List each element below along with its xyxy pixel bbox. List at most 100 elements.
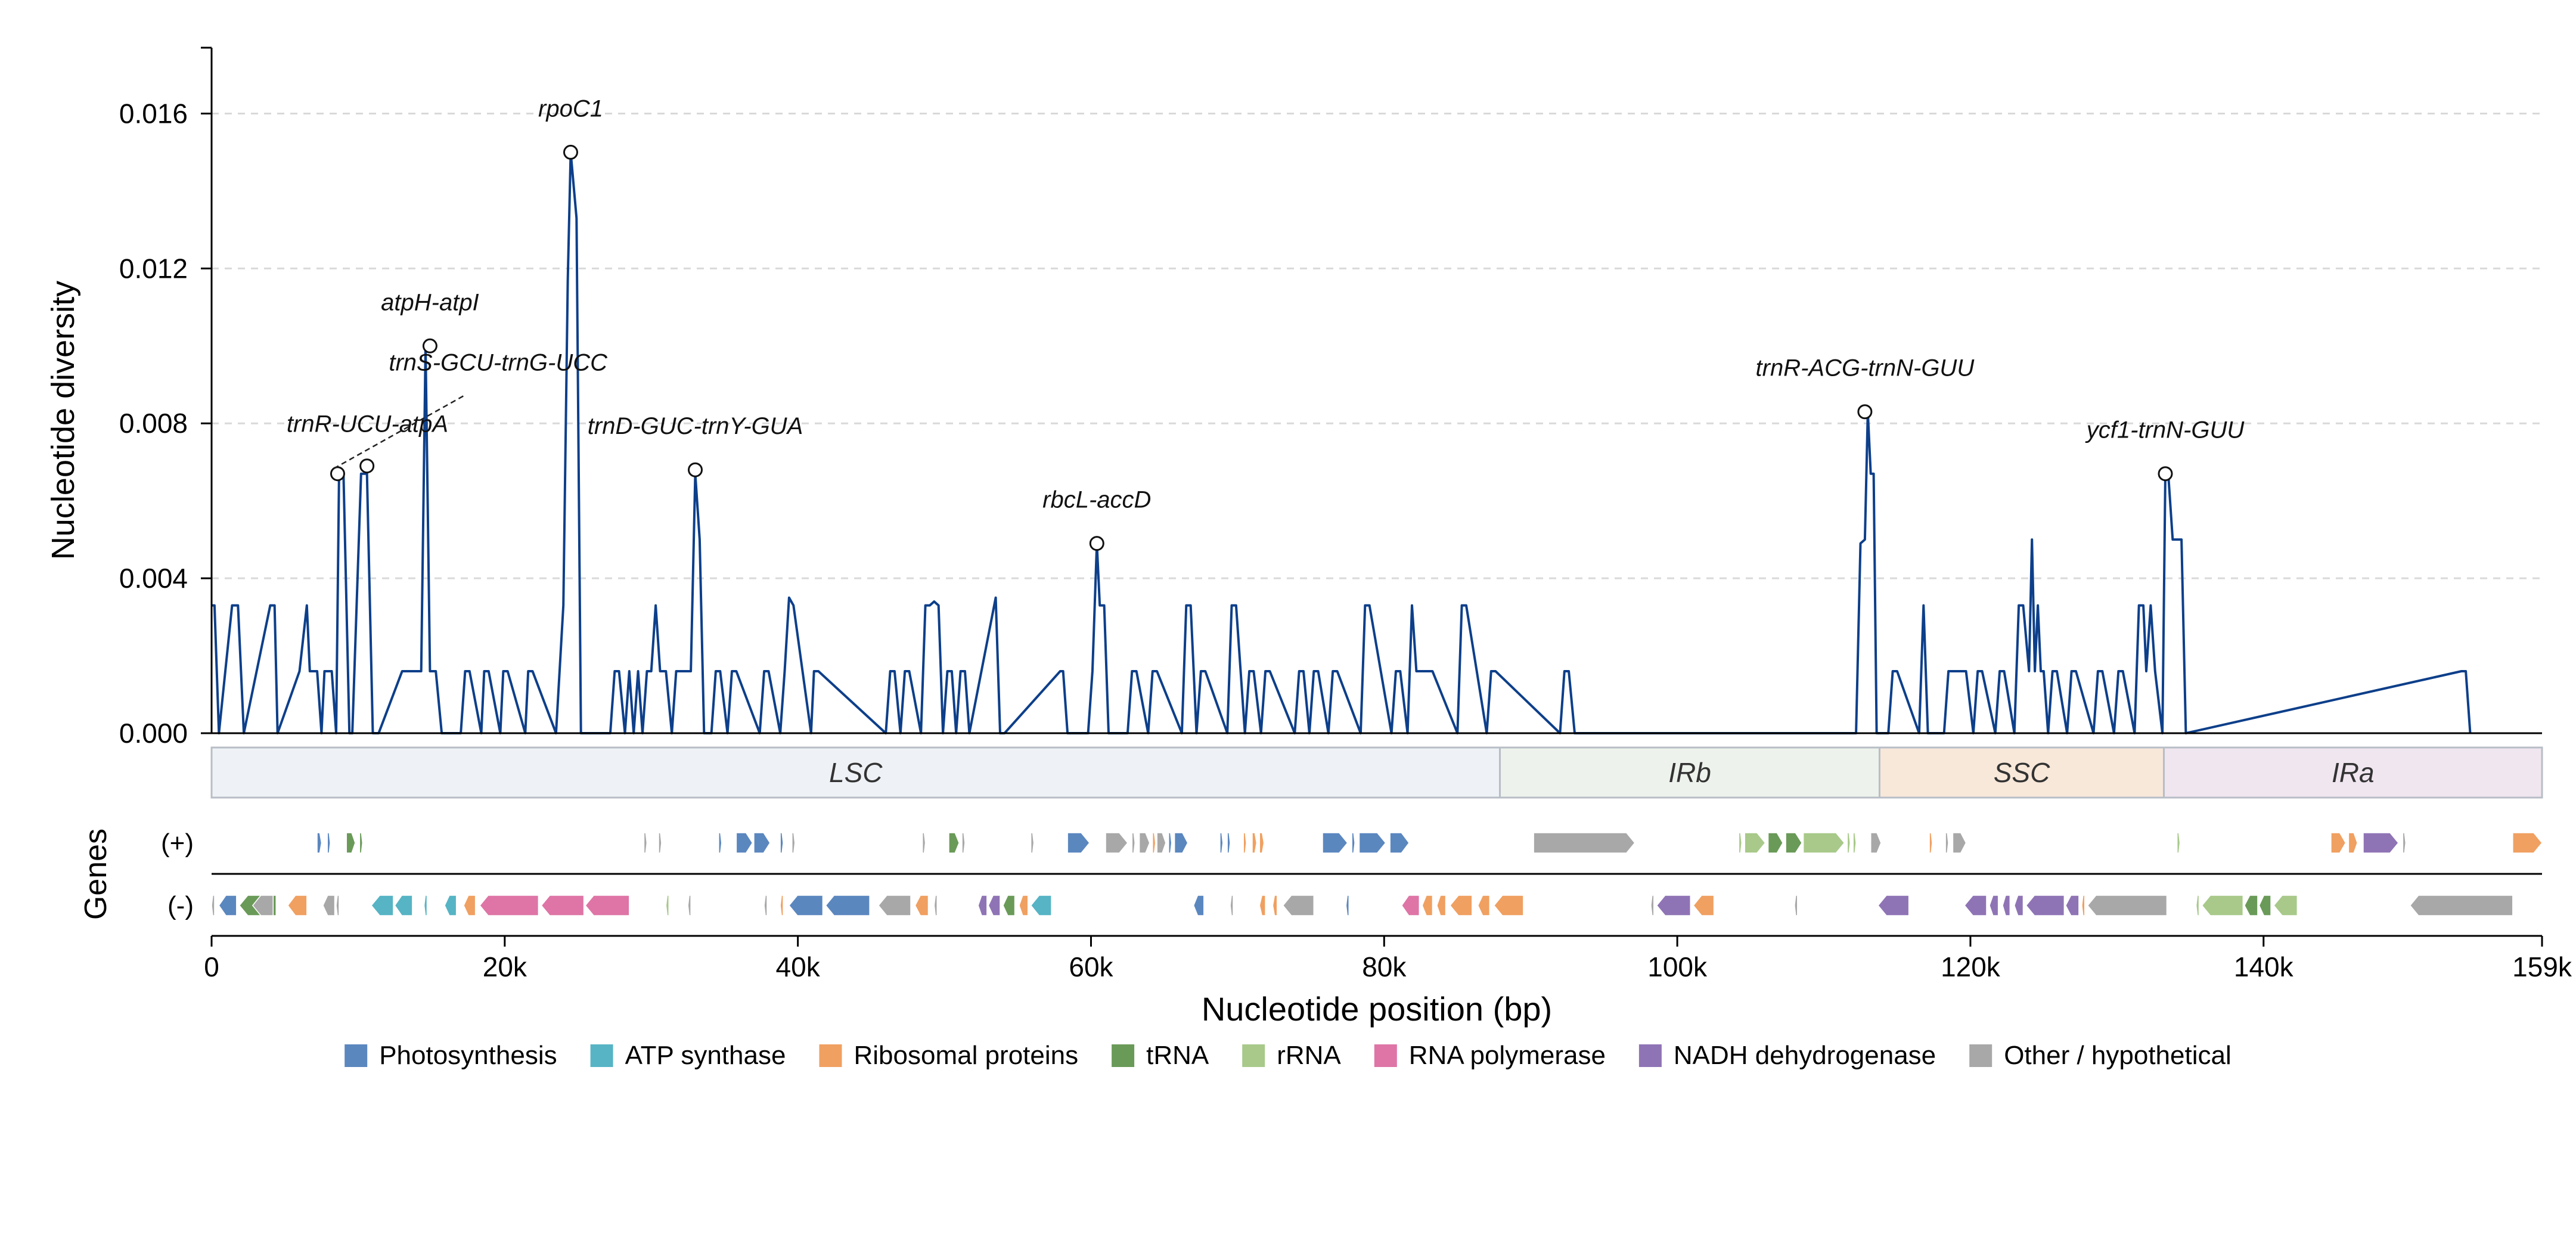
gene-block <box>218 895 237 916</box>
peak-marker <box>359 458 375 474</box>
peak-label: trnR-UCU-atpA <box>287 411 448 438</box>
legend-label: rRNA <box>1277 1041 1341 1070</box>
y-tick-label: 0.016 <box>119 98 188 129</box>
x-tick-label: 159k <box>2512 951 2572 982</box>
gene-block <box>977 895 988 916</box>
gene-block <box>1067 832 1090 854</box>
region-label: IRb <box>1668 757 1711 788</box>
peak-marker <box>1089 536 1104 551</box>
gene-block <box>2013 895 2024 916</box>
gene-block <box>2195 895 2200 916</box>
legend-label: Ribosomal proteins <box>854 1041 1079 1070</box>
legend-label: ATP synthase <box>625 1041 786 1070</box>
gene-block <box>327 832 331 854</box>
gene-block <box>1230 895 1234 916</box>
gene-block <box>1152 832 1156 854</box>
gene-block <box>1358 832 1386 854</box>
gene-block <box>211 895 215 916</box>
peak-label: rbcL-accD <box>1042 487 1151 513</box>
legend-swatch <box>1242 1044 1265 1067</box>
x-tick-label: 60k <box>1069 951 1113 982</box>
peak-label: ycf1-trnN-GUU <box>2085 417 2245 443</box>
gene-block <box>735 832 753 854</box>
gene-block <box>961 832 966 854</box>
gene-block <box>1846 832 1851 854</box>
diversity-series <box>212 151 2472 734</box>
gene-block <box>687 895 691 916</box>
gene-block <box>371 895 394 916</box>
region-lsc <box>210 746 1501 799</box>
peak-label: trnD-GUC-trnY-GUA <box>588 413 803 439</box>
gene-block <box>1929 832 1933 854</box>
gene-block <box>1252 832 1258 854</box>
gene-block <box>658 832 662 854</box>
legend-item: ATP synthase <box>590 1041 786 1070</box>
gene-block <box>753 832 771 854</box>
gene-block <box>1219 832 1224 854</box>
gene-block <box>1003 895 1016 916</box>
gene-block <box>2402 832 2407 854</box>
gene-block <box>643 832 648 854</box>
gene-block <box>1852 832 1857 854</box>
gene-block <box>287 895 308 916</box>
genome-region-track: LSC IRb SSC IRa <box>210 746 2543 799</box>
gene-block <box>2176 832 2181 854</box>
peak-annotations: trnR-UCU-atpA trnS-GCU-trnG-UCC atpH-atpI r… <box>287 95 2245 551</box>
gene-block <box>792 832 796 854</box>
legend-swatch <box>1969 1044 1992 1067</box>
gene-block <box>764 895 768 916</box>
region-label: LSC <box>829 757 883 788</box>
peak-marker <box>422 338 437 353</box>
annotation-leader-line <box>333 395 464 470</box>
gene-block <box>1870 832 1882 854</box>
gene-track <box>211 832 2543 916</box>
gene-block <box>1401 895 1420 916</box>
gene-block <box>2201 895 2244 916</box>
peak-label: trnR-ACG-trnN-GUU <box>1756 355 1975 382</box>
gene-block <box>1989 895 1999 916</box>
gene-block <box>788 895 824 916</box>
gene-block <box>921 832 926 854</box>
gene-block <box>1389 832 1410 854</box>
x-tick-label: 140k <box>2234 951 2294 982</box>
gene-block <box>2409 895 2513 916</box>
peak-marker <box>563 144 578 160</box>
peak-label: rpoC1 <box>538 95 603 122</box>
legend-swatch <box>344 1044 368 1067</box>
gene-block <box>877 895 911 916</box>
strand-plus-label: (+) <box>161 829 194 858</box>
gene-block <box>423 895 428 916</box>
peak-marker <box>2158 466 2173 482</box>
diversity-line <box>212 151 2472 734</box>
gene-block <box>780 895 784 916</box>
y-tick-label: 0.000 <box>119 718 188 749</box>
gene-block <box>2512 832 2543 854</box>
gene-block <box>1259 832 1265 854</box>
gene-block <box>1019 895 1029 916</box>
region-ira <box>2163 746 2543 799</box>
legend-swatch <box>1638 1044 1662 1067</box>
gene-block <box>914 895 929 916</box>
legend-swatch <box>819 1044 842 1067</box>
gene-block <box>1193 895 1205 916</box>
gene-block <box>1131 832 1136 854</box>
y-tick-label: 0.012 <box>119 253 188 284</box>
gene-block <box>1738 832 1743 854</box>
gene-block <box>1802 832 1845 854</box>
legend-label: RNA polymerase <box>1409 1041 1606 1070</box>
legend-label: Photosynthesis <box>379 1041 557 1070</box>
gene-block <box>718 832 722 854</box>
gene-block <box>1877 895 1910 916</box>
legend: Photosynthesis ATP synthase Ribosomal prot… <box>344 1041 2232 1070</box>
gene-block <box>2002 895 2011 916</box>
axes: Nucleotide diversity Nucleotide position… <box>45 46 2572 1028</box>
gene-block <box>1744 832 1766 854</box>
x-tick-label: 120k <box>1941 951 2001 982</box>
x-tick-label: 80k <box>1362 951 1407 982</box>
region-label: IRa <box>2332 757 2375 788</box>
x-tick-label: 20k <box>483 951 527 982</box>
gene-block <box>1767 832 1784 854</box>
gene-block <box>1952 832 1967 854</box>
peak-marker <box>330 466 345 482</box>
